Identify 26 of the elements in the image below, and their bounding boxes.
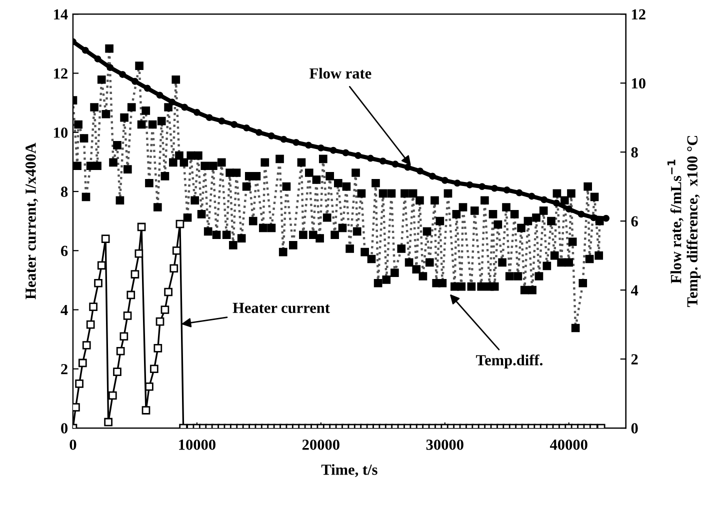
y-tick-label: 8: [60, 186, 68, 197]
y2-tick-label: 6: [631, 216, 638, 227]
annotation: Heater current: [232, 302, 330, 314]
x-tick-label: 10000: [179, 440, 216, 450]
y2-tick-label: 4: [630, 285, 638, 296]
y2-tick-label: 2: [631, 354, 638, 364]
y2-tick-label: 12: [632, 9, 646, 20]
y2-axis-title: Flow rate, f/mLs$^{−1}$ Temp. difference, x100 °C: [667, 136, 701, 308]
x-tick-label: 20000: [302, 440, 340, 450]
x-tick-label: 0: [70, 440, 76, 450]
y-tick-label: 12: [54, 68, 68, 79]
y-tick-label: 6: [61, 246, 68, 256]
annotation: Flow rate: [310, 68, 372, 79]
annotation: Temp.diff.: [476, 354, 542, 368]
y2-tick-label: 8: [631, 147, 638, 158]
y-tick-label: 14: [54, 9, 68, 20]
x-tick-label: 40000: [550, 440, 588, 450]
y-axis-title: Heater current, I/x400A: [26, 142, 38, 300]
y-tick-label: 2: [61, 364, 68, 374]
y-tick-label: 4: [60, 304, 68, 316]
y2-tick-label: 0: [631, 423, 638, 434]
x-axis-title: Time, t/s: [321, 464, 378, 478]
y2-tick-label: 10: [632, 78, 646, 89]
x-tick-label: 30000: [426, 440, 464, 450]
y-tick-label: 10: [54, 128, 68, 138]
y-tick-label: 0: [61, 423, 68, 434]
